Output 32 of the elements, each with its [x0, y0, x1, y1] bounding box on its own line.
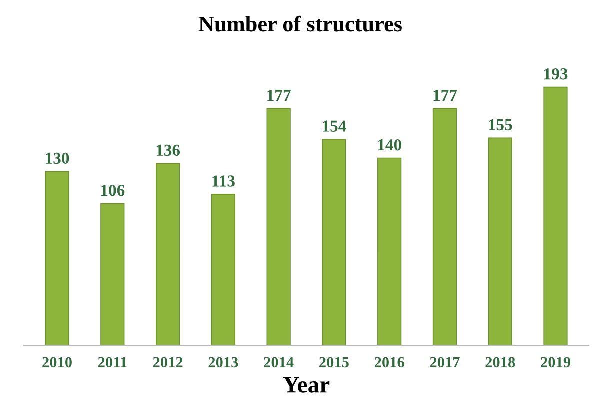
- data-label: 155: [489, 119, 512, 131]
- chart-title: Number of structures: [198, 16, 402, 32]
- bar: [100, 203, 125, 346]
- x-tick-label: 2013: [208, 357, 238, 368]
- data-label: 130: [46, 152, 70, 164]
- bar: [544, 86, 568, 346]
- bar: [266, 108, 291, 346]
- x-tick-label: 2014: [264, 357, 294, 368]
- x-tick-label: 2016: [374, 357, 404, 368]
- x-tick-label: 2018: [486, 357, 516, 368]
- bar: [45, 171, 70, 346]
- bar: [211, 194, 236, 346]
- x-tick-label: 2010: [42, 357, 72, 368]
- x-tick-label: 2015: [320, 357, 349, 368]
- bar: [378, 158, 402, 346]
- x-tick-label: 2012: [153, 357, 183, 368]
- bar: [432, 108, 458, 346]
- data-label: 177: [434, 90, 458, 101]
- bar: [322, 139, 346, 346]
- x-tick-label: 2017: [430, 357, 460, 368]
- x-tick-label: 2019: [541, 357, 570, 368]
- data-label: 136: [156, 144, 180, 156]
- x-axis-title: Year: [283, 377, 330, 393]
- data-label: 140: [378, 139, 402, 151]
- data-label: 154: [323, 120, 346, 132]
- data-label: 113: [212, 176, 235, 187]
- data-label: 193: [544, 68, 568, 80]
- x-tick-label: 2011: [98, 357, 127, 368]
- bar: [488, 138, 512, 346]
- bar: [156, 163, 180, 346]
- data-label: 177: [268, 90, 291, 101]
- data-label: 106: [101, 184, 125, 196]
